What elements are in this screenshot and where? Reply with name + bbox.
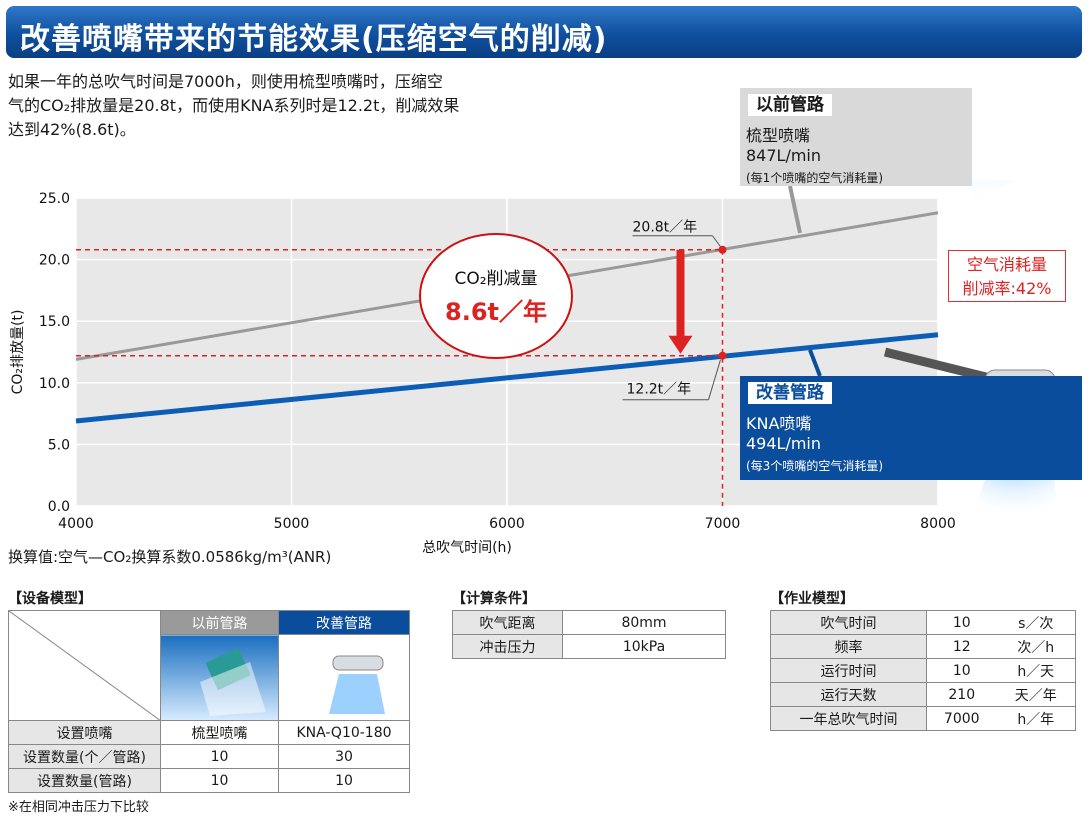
callout-pointer-new [808,349,822,377]
x-tick-label: 8000 [920,516,956,532]
rate-line: 削减率:42% [962,279,1052,298]
cell-new: 10 [278,768,410,793]
col-new: 改善管路 [278,610,410,635]
annotation-new-label: 12.2t／年 [627,382,692,398]
x-tick-label: 6000 [489,516,525,532]
row-unit: h／天 [996,658,1076,683]
row-label: 运行时间 [770,658,927,683]
row-unit: 天／年 [996,682,1076,707]
nozzle-name: KNA喷嘴 [746,414,812,433]
reduction-label: CO₂削减量 [454,269,537,289]
title-bar: 改善喷嘴带来的节能效果(压缩空气的削减) [6,6,1082,58]
y-tick-label: 10.0 [39,376,70,392]
row-value: 10 [926,658,997,683]
intro-line: 如果一年的总吹气时间是7000h，则使用梳型喷嘴时，压缩空 [8,72,443,91]
row-label: 频率 [770,634,927,659]
work-table: 吹气时间 10 s／次 频率 12 次／h 运行时间 10 h／天 运行天数 2… [770,610,1076,731]
row-label: 设置喷嘴 [8,720,161,745]
calc-table: 吹气距离 80mm 冲击压力 10kPa [452,610,726,659]
series-line-new [75,332,939,424]
cell-old: 10 [160,744,279,769]
annotations: 20.8t／年 12.2t／年 CO₂削减量 8.6t／年 [76,185,822,506]
row-unit: h／年 [996,706,1076,731]
callout-old-pipeline: 以前管路 梳型喷嘴 847L/min (每1个喷嘴的空气消耗量) [740,88,972,186]
row-value: 12 [926,634,997,659]
kna-nozzle-photo [278,634,410,721]
x-axis-label: 总吹气时间(h) [422,540,512,556]
y-tick-label: 0.0 [48,499,70,515]
work-title: 【作业模型】 [770,591,854,607]
diagonal-cell [8,610,161,721]
tick-labels: 4000 5000 6000 7000 8000 0.0 5.0 10.0 15.0 20.0 25… [10,191,956,556]
annotation-old-label: 20.8t／年 [633,220,698,236]
intro-text: 如果一年的总吹气时间是7000h，则使用梳型喷嘴时，压缩空 气的CO₂排放量是2… [8,70,528,142]
row-value: 210 [926,682,997,707]
conversion-formula: 换算值:空气—CO₂换算系数0.0586kg/m³(ANR) [8,548,332,566]
y-tick-label: 5.0 [48,437,70,453]
row-value: 80mm [562,610,726,635]
nozzle-flow: 494L/min [746,434,822,453]
cell-new: KNA-Q10-180 [278,720,410,745]
nozzle-flow: 847L/min [746,146,822,165]
intro-line: 达到42%(8.6t)。 [8,120,136,139]
row-value: 10 [926,610,997,635]
row-label: 设置数量(个／管路) [8,744,161,769]
callout-tag: 改善管路 [748,382,832,404]
point-old [718,245,727,254]
co2-chart: 4000 5000 6000 7000 8000 0.0 5.0 10.0 15.0 20.0 25… [10,180,1060,556]
y-axis-label: CO₂排放量(t) [10,310,26,395]
rate-line: 空气消耗量 [966,255,1047,274]
equipment-title: 【设备模型】 [8,591,92,607]
equipment-table: 以前管路 改善管路 设置喷嘴 梳型喷嘴 KNA-Q10-180 设置数量(个／管… [8,610,410,793]
callout-new-pipeline: 改善管路 KNA喷嘴 494L/min (每3个喷嘴的空气消耗量) [740,376,1082,480]
comb-nozzle-icon [965,180,1019,200]
row-unit: s／次 [996,610,1076,635]
equipment-note: ※在相同冲击压力下比较 [8,800,149,815]
row-label: 一年总吹气时间 [770,706,927,731]
row-label: 设置数量(管路) [8,768,161,793]
row-unit: 次／h [996,634,1076,659]
col-old: 以前管路 [160,610,279,635]
reduction-arrow-head [668,335,693,354]
nozzle-name: 梳型喷嘴 [746,126,811,145]
cell-new: 30 [278,744,410,769]
leader-line [708,359,721,400]
page-title: 改善喷嘴带来的节能效果(压缩空气的削减) [20,22,608,57]
nozzle-note: (每1个喷嘴的空气消耗量) [746,171,883,185]
cell-old: 10 [160,768,279,793]
callout-pointer-old [788,185,802,234]
row-value: 7000 [926,706,997,731]
row-label: 运行天数 [770,682,927,707]
reduction-bubble [419,233,573,359]
x-tick-label: 4000 [58,516,94,532]
x-tick-label: 5000 [274,516,310,532]
row-label: 冲击压力 [452,634,563,659]
y-tick-label: 25.0 [39,191,70,207]
cell-old: 梳型喷嘴 [160,720,279,745]
y-tick-label: 20.0 [39,253,70,269]
y-tick-label: 15.0 [39,314,70,330]
reduction-rate-box: 空气消耗量 削减率:42% [948,250,1066,302]
row-value: 10kPa [562,634,726,659]
comb-nozzle-photo [160,634,279,721]
row-label: 吹气时间 [770,610,927,635]
reduction-arrow-shaft [676,249,685,338]
point-new [718,351,727,360]
nozzle-note: (每3个喷嘴的空气消耗量) [746,459,883,473]
x-tick-label: 7000 [705,516,741,532]
leader-line [712,235,721,248]
row-label: 吹气距离 [452,610,563,635]
reduction-value: 8.6t／年 [445,298,547,326]
callout-tag: 以前管路 [748,94,832,116]
intro-line: 气的CO₂排放量是20.8t，而使用KNA系列时是12.2t，削减效果 [8,96,460,115]
calc-title: 【计算条件】 [452,591,536,607]
